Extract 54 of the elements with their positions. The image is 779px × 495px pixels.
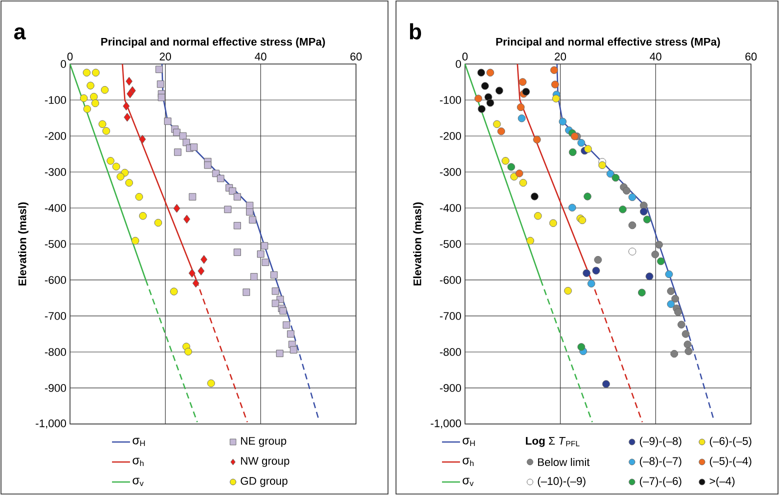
y-tick-label: -100 xyxy=(440,96,462,104)
x-tick-label: 60 xyxy=(745,52,757,60)
y-tick-label: -700 xyxy=(44,312,66,320)
legend-label: (–10)-(–9) xyxy=(538,476,586,488)
y-axis-title: Elevation (masl) xyxy=(413,202,424,286)
x-tick-label: 0 xyxy=(462,52,468,60)
y-tick-label: 0 xyxy=(456,60,462,68)
legend-label: σ$_{v}$ xyxy=(132,478,144,486)
y-tick-label: -200 xyxy=(44,132,66,140)
y-tick-label: -400 xyxy=(44,204,66,212)
y-tick-label: -900 xyxy=(44,384,66,392)
y-tick-label: -800 xyxy=(44,348,66,356)
legend-label: >(–4) xyxy=(710,476,734,488)
y-tick-label: -300 xyxy=(44,168,66,176)
legend-label: (–5)-(–4) xyxy=(710,456,752,468)
y-tick-label: -400 xyxy=(440,204,462,212)
y-tick-label: -300 xyxy=(440,168,462,176)
legend-label: Below limit xyxy=(538,458,590,466)
legend-label: σ$_{h}$ xyxy=(132,458,144,466)
x-tick-label: 0 xyxy=(67,52,73,60)
legend-label: (–7)-(–6) xyxy=(640,476,682,488)
legend-label: GD group xyxy=(240,477,288,487)
y-tick-label: -700 xyxy=(440,312,462,320)
chart-title: a xyxy=(14,27,26,40)
y-tick-label: -800 xyxy=(440,348,462,356)
x-tick-label: 40 xyxy=(650,52,662,60)
y-tick-label: -600 xyxy=(440,276,462,284)
x-tick-label: 20 xyxy=(554,52,566,60)
legend-label: σ$_{v}$ xyxy=(462,478,474,486)
x-axis-title: Principal and normal effective stress (MPa) xyxy=(496,38,720,48)
legend-label: NE group xyxy=(241,437,286,447)
x-tick-label: 60 xyxy=(350,52,362,60)
y-axis-title: Elevation (masl) xyxy=(18,202,28,286)
legend-label: (–9)-(–8) xyxy=(640,436,682,448)
y-tick-label: -500 xyxy=(44,240,66,248)
legend-label: σ$_{H}$ xyxy=(132,438,145,446)
y-tick-label: -900 xyxy=(440,384,462,392)
chart-title: b xyxy=(410,23,422,40)
legend-label: (–8)-(–7) xyxy=(640,456,682,468)
legend-label: NW group xyxy=(241,457,290,467)
legend-title: Log Σ T$_{PFL}$ xyxy=(526,437,580,447)
y-tick-label: -200 xyxy=(440,132,462,140)
x-tick-label: 40 xyxy=(254,52,266,60)
y-tick-label: -1,000 xyxy=(36,419,66,429)
y-tick-label: -100 xyxy=(44,96,66,104)
x-axis-title: Principal and normal effective stress (MPa) xyxy=(101,38,325,48)
x-tick-label: 20 xyxy=(160,52,172,60)
y-tick-label: -600 xyxy=(44,276,66,284)
y-tick-label: -500 xyxy=(440,240,462,248)
legend-label: σ$_{h}$ xyxy=(462,458,474,466)
legend-label: σ$_{H}$ xyxy=(462,438,475,446)
y-tick-label: 0 xyxy=(60,60,66,68)
legend-label: (–6)-(–5) xyxy=(710,436,752,448)
y-tick-label: -1,000 xyxy=(430,419,462,429)
